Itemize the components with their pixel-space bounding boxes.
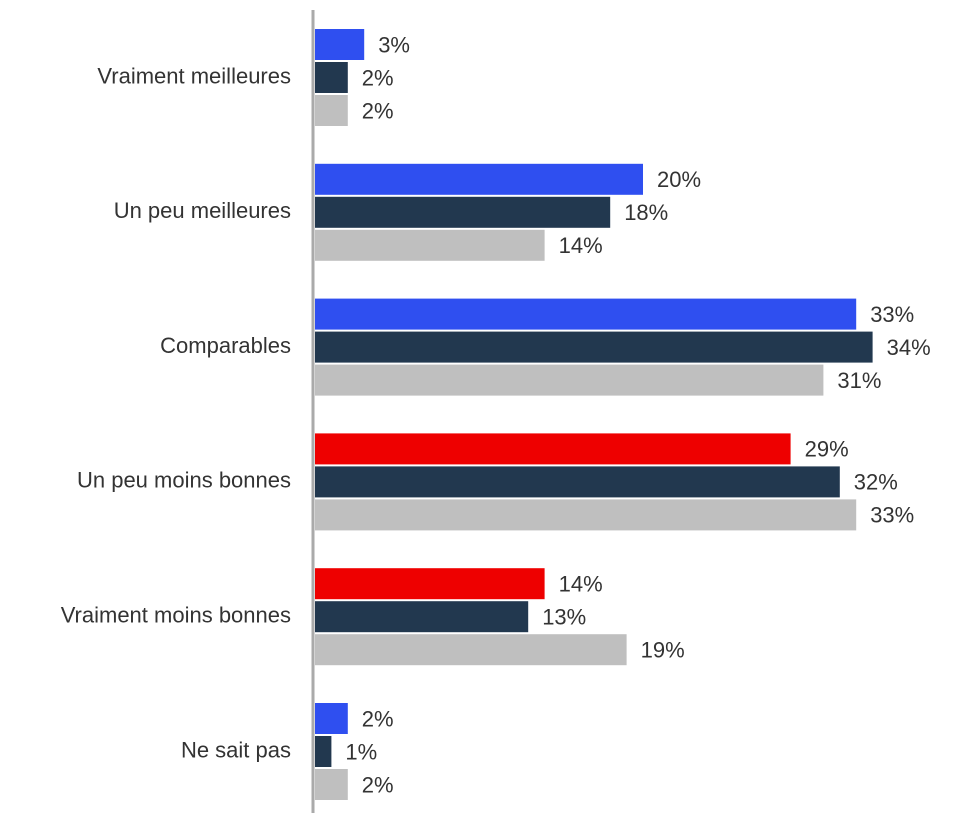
value-label: 33% [870, 302, 914, 327]
value-label: 31% [837, 368, 881, 393]
value-label: 19% [641, 638, 685, 663]
bar [315, 601, 529, 633]
bar [315, 229, 545, 261]
category-label: Vraiment meilleures [97, 63, 291, 88]
value-label: 20% [657, 167, 701, 192]
bar [315, 466, 840, 498]
category-label: Un peu moins bonnes [77, 468, 291, 493]
value-label: 18% [624, 200, 668, 225]
bar [315, 298, 857, 330]
bar [315, 736, 332, 767]
bar [315, 499, 857, 531]
bar [315, 29, 365, 60]
value-label: 32% [854, 470, 898, 495]
bar [315, 568, 545, 600]
value-label: 13% [542, 605, 586, 630]
value-label: 2% [362, 98, 394, 123]
bar [315, 769, 348, 800]
value-label: 3% [378, 32, 410, 57]
value-label: 1% [345, 739, 377, 764]
bar [315, 163, 643, 195]
value-label: 2% [362, 772, 394, 797]
category-label: Ne sait pas [181, 737, 291, 762]
bar [315, 331, 873, 363]
bar [315, 433, 791, 465]
value-label: 33% [870, 503, 914, 528]
category-label: Comparables [160, 333, 291, 358]
bar [315, 62, 348, 93]
bar [315, 95, 348, 126]
bar [315, 703, 348, 734]
category-label: Vraiment moins bonnes [61, 603, 291, 628]
value-label: 14% [559, 572, 603, 597]
category-label: Un peu meilleures [114, 198, 291, 223]
bar [315, 196, 611, 228]
bar [315, 634, 627, 666]
value-label: 14% [559, 233, 603, 258]
bar [315, 364, 824, 396]
value-label: 29% [805, 437, 849, 462]
value-label: 2% [362, 65, 394, 90]
value-label: 2% [362, 706, 394, 731]
value-label: 34% [887, 335, 931, 360]
